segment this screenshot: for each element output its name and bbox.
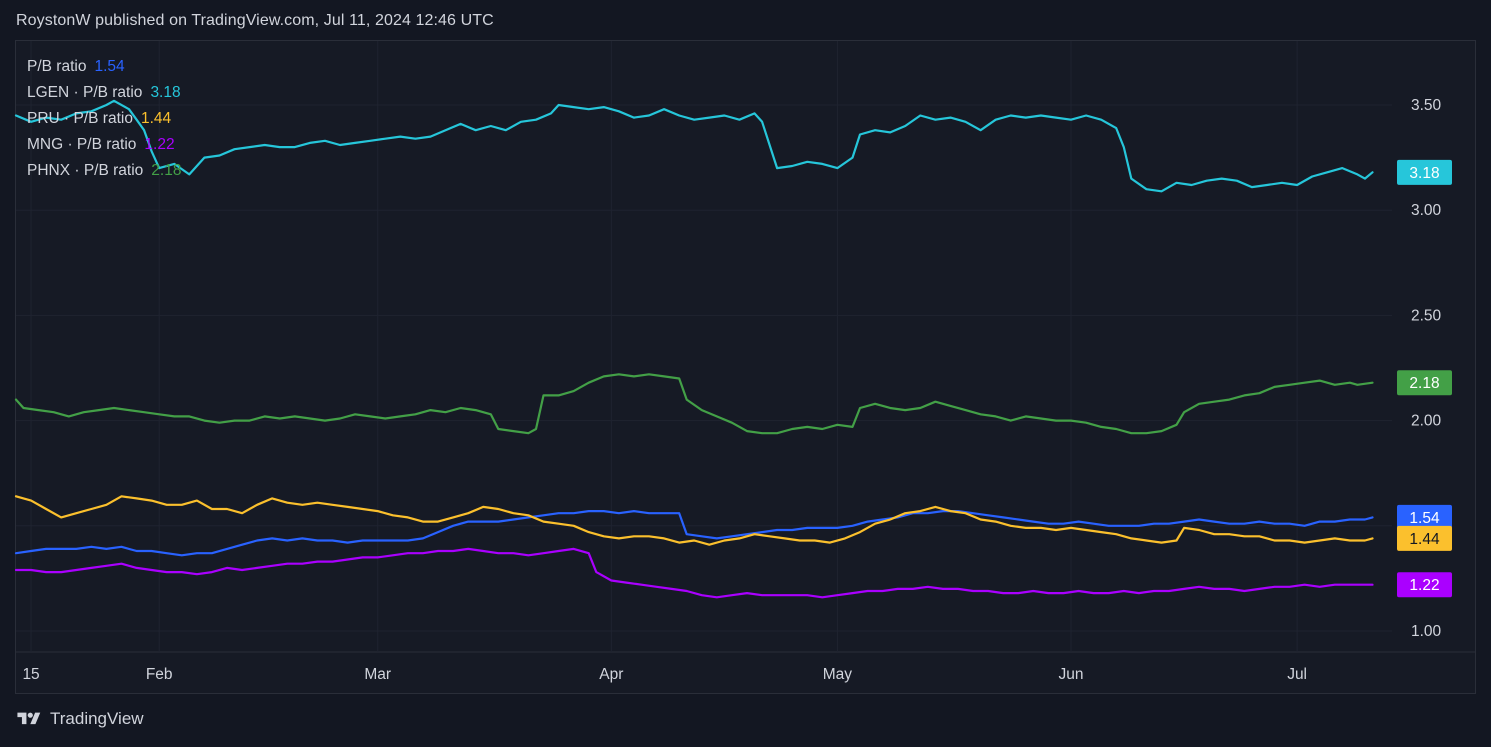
- series-line: [14, 547, 1374, 599]
- legend-item-value: 1.22: [144, 136, 175, 153]
- x-axis[interactable]: 15 Feb Mar Apr May Jun Jul: [22, 666, 1307, 683]
- last-value-tag-label: 1.22: [1409, 577, 1439, 594]
- series-line: [14, 495, 1374, 546]
- series-line: [14, 510, 1374, 557]
- last-value-tag-label: 1.54: [1409, 510, 1440, 527]
- last-value-tag-label: 3.18: [1409, 165, 1439, 182]
- publish-header: RoystonW published on TradingView.com, J…: [16, 12, 494, 29]
- legend-item-value: 3.18: [150, 84, 181, 101]
- x-tick-label: Mar: [364, 666, 391, 683]
- legend-item[interactable]: PHNX · P/B ratio 2.18: [27, 158, 181, 184]
- footer-brand[interactable]: TradingView: [16, 709, 144, 729]
- last-value-tag-label: 1.44: [1409, 531, 1440, 548]
- x-tick-label: 15: [22, 666, 39, 683]
- y-tick-label: 3.00: [1411, 202, 1442, 219]
- last-value-tag-label: 2.18: [1409, 375, 1439, 392]
- last-value-tags: 3.18 2.18 1.54 1.44 1.22: [1397, 159, 1452, 598]
- chart-legend: P/B ratio 1.54 LGEN · P/B ratio 3.18 PRU · P…: [27, 54, 181, 184]
- series-line: [14, 99, 1374, 193]
- last-value-tag: [1397, 370, 1452, 396]
- legend-item-name: P/B ratio: [27, 58, 87, 75]
- last-value-tag: [1397, 525, 1452, 551]
- legend-item[interactable]: P/B ratio 1.54: [27, 54, 181, 80]
- x-tick-label: Jun: [1059, 666, 1084, 683]
- legend-item-name: PRU · P/B ratio: [27, 110, 133, 127]
- legend-item-value: 2.18: [151, 162, 182, 179]
- legend-item-name: PHNX · P/B ratio: [27, 162, 144, 179]
- x-tick-label: Jul: [1287, 666, 1307, 683]
- legend-item[interactable]: MNG · P/B ratio 1.22: [27, 132, 181, 158]
- y-tick-label: 2.50: [1411, 307, 1442, 324]
- x-tick-label: Apr: [599, 666, 623, 683]
- tradingview-logo-icon: [17, 712, 41, 725]
- footer-brand-label: TradingView: [50, 709, 144, 728]
- x-tick-label: May: [823, 666, 853, 683]
- legend-item-value: 1.54: [94, 58, 125, 75]
- chart-panel: [15, 40, 1476, 694]
- y-tick-label: 1.00: [1411, 623, 1442, 640]
- y-tick-label: 3.50: [1411, 97, 1442, 114]
- x-tick-label: Feb: [146, 666, 173, 683]
- last-value-tag: [1397, 159, 1452, 185]
- last-value-tag: [1397, 572, 1452, 598]
- chart-grid: [16, 41, 1475, 653]
- series-lines: [14, 99, 1374, 599]
- legend-item[interactable]: PRU · P/B ratio 1.44: [27, 106, 181, 132]
- y-tick-label: 2.00: [1411, 413, 1442, 430]
- last-value-tag: [1397, 504, 1452, 530]
- series-line: [14, 373, 1374, 435]
- legend-item-name: MNG · P/B ratio: [27, 136, 137, 153]
- legend-item[interactable]: LGEN · P/B ratio 3.18: [27, 80, 181, 106]
- legend-item-value: 1.44: [140, 110, 172, 127]
- legend-item-name: LGEN · P/B ratio: [27, 84, 143, 101]
